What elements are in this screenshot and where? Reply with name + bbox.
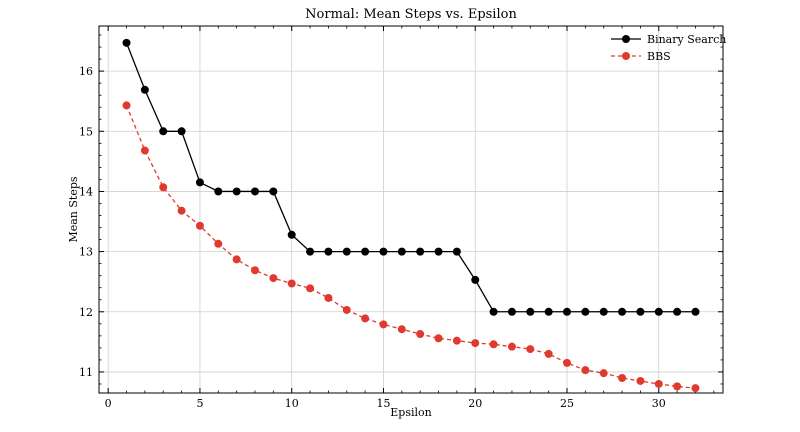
- grid: [99, 26, 723, 393]
- legend-item-binary-search: Binary Search: [611, 33, 726, 46]
- data-point-binary-search: [379, 247, 388, 256]
- data-point-bbs: [471, 339, 480, 348]
- data-point-bbs: [214, 239, 223, 248]
- data-point-bbs: [342, 305, 351, 314]
- data-point-bbs: [251, 266, 259, 275]
- data-point-binary-search: [361, 247, 370, 256]
- data-point-binary-search: [563, 307, 571, 316]
- data-point-binary-search: [177, 127, 186, 136]
- data-point-binary-search: [140, 85, 149, 94]
- data-point-binary-search: [599, 307, 608, 316]
- data-point-binary-search: [673, 307, 682, 316]
- data-point-binary-search: [397, 247, 406, 256]
- x-tick-label: 30: [652, 397, 666, 410]
- legend-swatch-marker: [622, 35, 630, 43]
- data-point-bbs: [599, 369, 608, 378]
- data-point-binary-search: [507, 307, 516, 316]
- data-point-binary-search: [434, 247, 443, 256]
- data-point-bbs: [177, 206, 186, 215]
- data-point-bbs: [140, 146, 149, 155]
- series-line-bbs: [125, 105, 696, 389]
- data-point-binary-search: [342, 247, 351, 256]
- y-tick-label: 12: [79, 306, 93, 319]
- data-point-bbs: [563, 358, 571, 367]
- legend-label: Binary Search: [647, 33, 726, 46]
- y-axis-label: Mean Steps: [67, 176, 80, 242]
- data-point-binary-search: [122, 38, 131, 47]
- data-point-bbs: [416, 330, 425, 339]
- data-point-bbs: [306, 284, 315, 293]
- plot-area: [98, 25, 724, 394]
- data-point-binary-search: [269, 187, 278, 196]
- y-tick-label: 14: [79, 185, 93, 198]
- data-point-binary-search: [251, 187, 259, 196]
- data-point-bbs: [122, 101, 131, 110]
- data-point-bbs: [379, 320, 388, 329]
- series-binary-search: [122, 38, 700, 316]
- data-point-bbs: [489, 340, 498, 349]
- data-point-bbs: [434, 334, 443, 343]
- x-axis-label: Epsilon: [390, 406, 431, 419]
- x-tick-label: 10: [285, 397, 299, 410]
- data-point-binary-search: [232, 187, 241, 196]
- y-tick-label: 16: [79, 65, 93, 78]
- legend-item-bbs: BBS: [611, 50, 671, 63]
- data-point-bbs: [654, 379, 663, 388]
- data-point-bbs: [159, 183, 168, 192]
- series-group: [122, 38, 700, 393]
- y-tick-label: 15: [79, 125, 93, 138]
- series-line-binary-search: [125, 42, 696, 313]
- data-point-bbs: [361, 314, 370, 323]
- data-point-binary-search: [214, 187, 223, 196]
- data-point-binary-search: [416, 247, 425, 256]
- y-tick-label: 11: [79, 366, 93, 379]
- data-point-bbs: [232, 255, 241, 264]
- data-point-bbs: [618, 373, 627, 382]
- data-point-bbs: [507, 342, 516, 351]
- x-tick-label: 15: [376, 397, 390, 410]
- data-point-binary-search: [526, 307, 535, 316]
- x-tick-label: 0: [105, 397, 112, 410]
- data-point-binary-search: [159, 127, 168, 136]
- data-point-binary-search: [471, 275, 480, 284]
- data-point-binary-search: [195, 178, 204, 187]
- y-tick-label: 13: [79, 246, 93, 259]
- data-point-binary-search: [544, 307, 553, 316]
- data-point-bbs: [673, 382, 682, 391]
- data-point-binary-search: [306, 247, 315, 256]
- data-point-bbs: [269, 274, 278, 283]
- axis-ticks: 0 5 10 15 20 25 30 11 12 13 14 15 16: [79, 26, 723, 410]
- data-point-bbs: [691, 384, 700, 393]
- data-point-binary-search: [618, 307, 627, 316]
- series-bbs: [122, 101, 700, 393]
- data-point-bbs: [287, 279, 296, 288]
- data-point-binary-search: [654, 307, 663, 316]
- data-point-bbs: [324, 293, 333, 302]
- data-point-binary-search: [581, 307, 590, 316]
- data-point-bbs: [397, 325, 406, 334]
- data-point-bbs: [544, 349, 553, 358]
- x-tick-label: 5: [196, 397, 203, 410]
- legend-label: BBS: [647, 50, 671, 63]
- data-point-bbs: [526, 345, 535, 354]
- data-point-binary-search: [287, 230, 296, 239]
- x-tick-label: 25: [560, 397, 574, 410]
- data-point-binary-search: [489, 307, 498, 316]
- data-point-bbs: [636, 376, 645, 385]
- chart-title: Normal: Mean Steps vs. Epsilon: [305, 7, 517, 22]
- legend-swatch-marker: [622, 52, 630, 60]
- data-point-bbs: [581, 366, 590, 375]
- data-point-binary-search: [452, 247, 461, 256]
- data-point-binary-search: [691, 307, 700, 316]
- data-point-bbs: [452, 336, 461, 345]
- data-point-binary-search: [324, 247, 333, 256]
- x-tick-label: 20: [468, 397, 482, 410]
- data-point-bbs: [195, 221, 204, 230]
- legend: Binary Search BBS: [611, 33, 726, 63]
- data-point-binary-search: [636, 307, 645, 316]
